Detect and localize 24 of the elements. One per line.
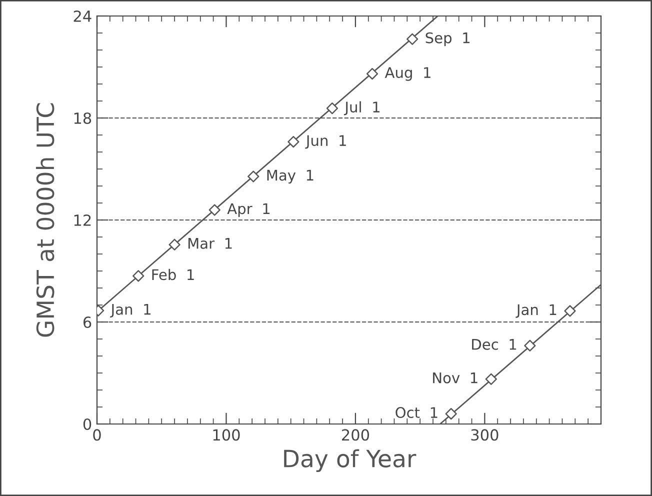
y-tick-label: 24: [74, 10, 92, 22]
annotation: Aug 1: [384, 67, 430, 81]
annotation: Nov 1: [433, 372, 478, 384]
y-axis-title: GMST at 0000h UTC: [36, 103, 54, 337]
annotation: Feb 1: [152, 268, 194, 280]
y-tick-label: 12: [74, 214, 91, 226]
annotation: Mar 1: [188, 238, 232, 249]
x-tick-label: 300: [471, 429, 498, 441]
x-tick-label: 0: [93, 429, 101, 441]
x-axis-title: Day of Year: [284, 449, 416, 472]
x-tick-label: 200: [342, 429, 370, 441]
annotation: May 1: [267, 170, 314, 184]
annotation: Jul 1: [344, 101, 380, 116]
annotation: Dec 1: [472, 339, 516, 350]
y-tick-label: 18: [74, 112, 92, 124]
annotation: Apr 1: [227, 203, 270, 218]
annotation: Jan 1: [110, 304, 150, 318]
annotation: Jan 1: [516, 304, 556, 318]
annotation: Sep 1: [426, 32, 470, 46]
y-tick-label: 6: [83, 316, 92, 328]
annotation: Oct 1: [396, 407, 438, 418]
annotation: Jun 1: [305, 135, 346, 149]
x-tick-label: 100: [213, 429, 240, 441]
y-tick-label: 0: [83, 418, 92, 430]
